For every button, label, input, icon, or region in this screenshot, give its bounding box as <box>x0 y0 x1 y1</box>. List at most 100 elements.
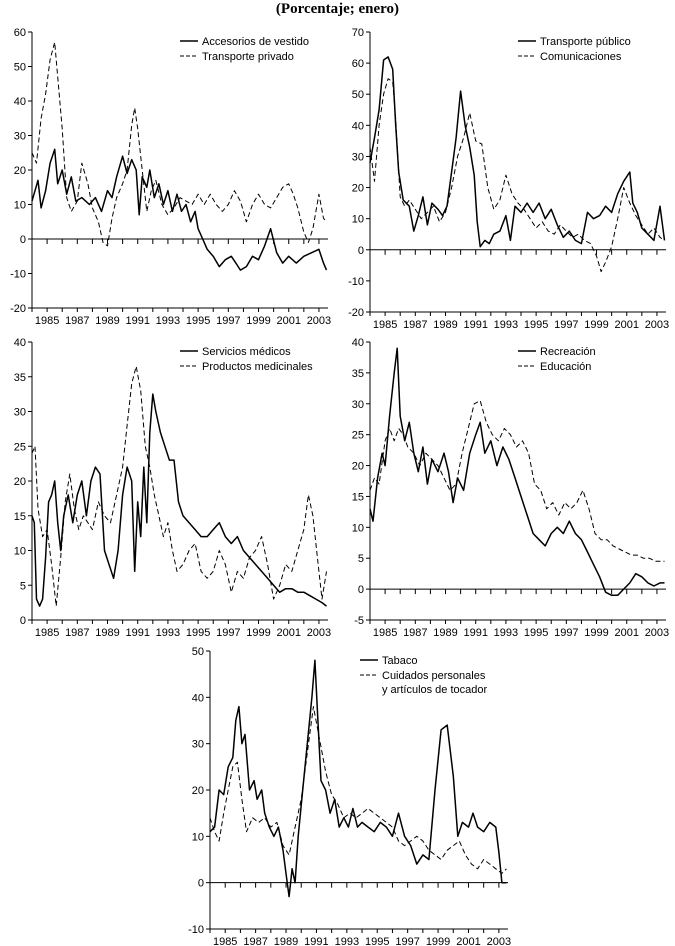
x-tick-label: 1991 <box>125 627 149 639</box>
x-tick-label: 2003 <box>487 936 511 946</box>
x-tick-label: 1997 <box>554 319 578 331</box>
y-tick-label: 40 <box>352 337 364 349</box>
series-line-2 <box>31 365 327 607</box>
y-tick-label: 20 <box>352 461 364 473</box>
x-tick-label: 1995 <box>186 315 210 327</box>
y-tick-label: 60 <box>352 58 364 70</box>
y-tick-label: 0 <box>20 234 26 246</box>
x-tick-label: 1993 <box>494 319 518 331</box>
legend-label-2: Educación <box>540 361 591 373</box>
y-tick-label: 35 <box>14 372 26 384</box>
y-tick-label: 0 <box>198 878 204 890</box>
y-tick-label: 35 <box>352 368 364 380</box>
x-tick-label: 1993 <box>156 627 180 639</box>
x-tick-label: 1999 <box>584 627 608 639</box>
series-line-2 <box>31 41 327 247</box>
y-tick-label: 40 <box>14 96 26 108</box>
x-tick-label: 2003 <box>645 319 669 331</box>
y-tick-label: -10 <box>10 269 26 281</box>
x-tick-label: 1991 <box>304 936 328 946</box>
x-tick-label: 1989 <box>95 315 119 327</box>
x-tick-label: 1997 <box>554 627 578 639</box>
y-tick-label: 0 <box>358 245 364 257</box>
y-tick-label: 40 <box>352 120 364 132</box>
x-tick-label: 1987 <box>403 319 427 331</box>
x-tick-label: 1987 <box>65 627 89 639</box>
x-tick-label: 1987 <box>403 627 427 639</box>
y-tick-label: 15 <box>352 491 364 503</box>
legend-label-2: Comunicaciones <box>540 51 622 63</box>
y-tick-label: 20 <box>14 476 26 488</box>
x-tick-label: 1989 <box>274 936 298 946</box>
legend-label-2: Productos medicinales <box>202 361 313 373</box>
x-tick-label: 1993 <box>156 315 180 327</box>
legend-label-1: Accesorios de vestido <box>202 36 309 48</box>
y-tick-label: 10 <box>14 546 26 558</box>
legend-label-1: Tabaco <box>382 655 417 667</box>
x-tick-label: 2001 <box>614 319 638 331</box>
y-tick-label: 30 <box>192 739 204 751</box>
x-tick-label: 1987 <box>65 315 89 327</box>
y-tick-label: -5 <box>354 615 364 627</box>
x-tick-label: 1985 <box>213 936 237 946</box>
chart-panel-4: -5 0 5 10 15 20 25 30 35 40 1985 1987 1989 1991 1993 19… <box>352 337 669 639</box>
x-tick-label: 1999 <box>246 315 270 327</box>
legend-label-2: Transporte privado <box>202 51 294 63</box>
y-tick-label: 70 <box>352 27 364 39</box>
y-tick-label: 5 <box>358 553 364 565</box>
series-line-1 <box>31 148 328 271</box>
series-line-2 <box>209 706 507 874</box>
series-line-2 <box>369 78 665 273</box>
x-tick-label: 1985 <box>35 627 59 639</box>
x-tick-label: 1995 <box>524 627 548 639</box>
y-tick-label: 0 <box>358 584 364 596</box>
chart-panel-1: -20 -10 0 10 20 30 40 50 60 1985 1987 1989 1991 1993 1… <box>10 27 331 327</box>
chart-panel-3: 0 5 10 15 20 25 30 35 40 1985 1987 1989 1991 1993 1995… <box>14 337 331 639</box>
x-tick-label: 1999 <box>246 627 270 639</box>
x-tick-label: 1985 <box>373 319 397 331</box>
x-tick-label: 1993 <box>335 936 359 946</box>
x-tick-label: 1987 <box>243 936 267 946</box>
y-tick-label: 50 <box>352 89 364 101</box>
y-tick-label: 60 <box>14 27 26 39</box>
y-tick-label: 20 <box>14 165 26 177</box>
y-tick-label: 0 <box>20 615 26 627</box>
y-tick-label: -10 <box>188 924 204 936</box>
y-tick-label: 30 <box>14 407 26 419</box>
y-tick-label: 5 <box>20 580 26 592</box>
chart-panel-2: -20 -10 0 10 20 30 40 50 60 70 1985 1987 1989 1991 199… <box>348 27 669 331</box>
y-tick-label: 25 <box>352 430 364 442</box>
legend-label-1: Recreación <box>540 346 596 358</box>
x-tick-label: 1999 <box>584 319 608 331</box>
x-tick-label: 1989 <box>433 627 457 639</box>
y-tick-label: 50 <box>192 646 204 658</box>
y-tick-label: 30 <box>352 151 364 163</box>
x-tick-label: 1997 <box>216 315 240 327</box>
x-tick-label: 1991 <box>463 319 487 331</box>
x-tick-label: 1995 <box>186 627 210 639</box>
x-tick-label: 2001 <box>614 627 638 639</box>
y-tick-label: 30 <box>352 399 364 411</box>
y-tick-label: 10 <box>192 831 204 843</box>
y-tick-label: 10 <box>352 522 364 534</box>
x-tick-label: 1991 <box>463 627 487 639</box>
y-tick-label: 10 <box>14 200 26 212</box>
x-tick-label: 2001 <box>276 315 300 327</box>
x-tick-label: 2003 <box>645 627 669 639</box>
y-tick-label: -20 <box>10 303 26 315</box>
y-tick-label: 40 <box>192 692 204 704</box>
legend-label-2: Cuidados personales <box>382 670 486 682</box>
x-tick-label: 1995 <box>524 319 548 331</box>
legend-label-1: Servicios médicos <box>202 346 291 358</box>
y-tick-label: 20 <box>192 785 204 797</box>
x-tick-label: 1989 <box>95 627 119 639</box>
x-tick-label: 2001 <box>276 627 300 639</box>
y-tick-label: 10 <box>352 214 364 226</box>
y-tick-label: 30 <box>14 131 26 143</box>
x-tick-label: 1993 <box>494 627 518 639</box>
x-tick-label: 2003 <box>307 315 331 327</box>
y-tick-label: -10 <box>348 276 364 288</box>
y-tick-label: -20 <box>348 307 364 319</box>
y-tick-label: 40 <box>14 337 26 349</box>
